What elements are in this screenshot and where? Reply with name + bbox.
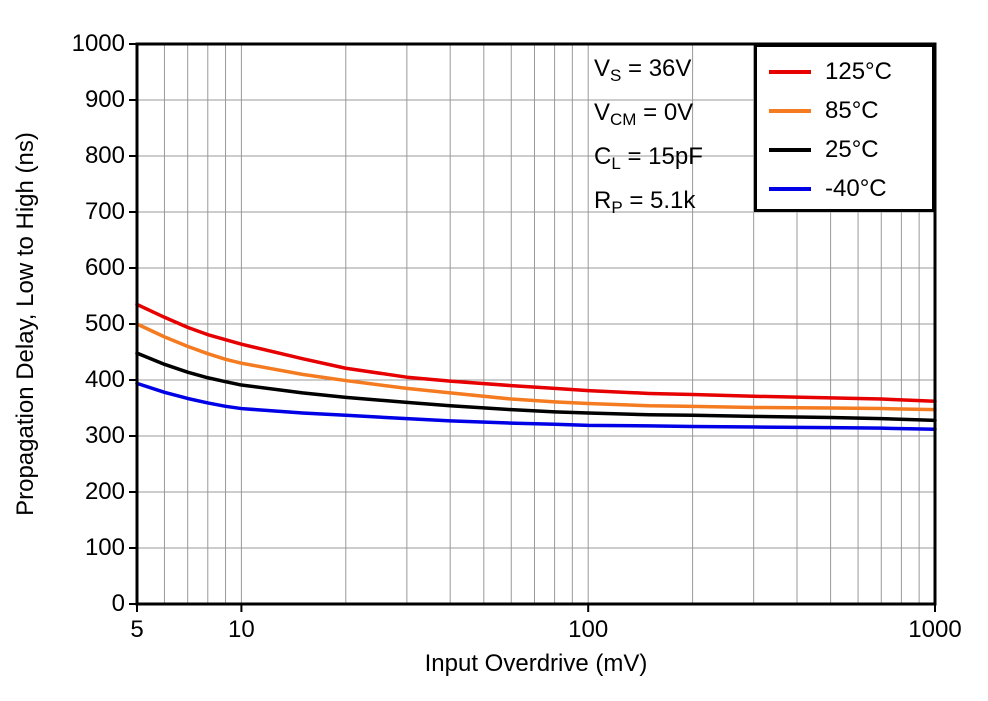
x-axis-label: Input Overdrive (mV): [424, 650, 648, 677]
condition-line: VCM = 0V: [594, 99, 694, 129]
legend-label: 85°C: [825, 96, 879, 124]
y-tick-label: 400: [84, 366, 125, 393]
legend-item: -40°C: [769, 169, 932, 208]
legend-swatch: [769, 186, 811, 191]
condition-line: VS = 36V: [594, 55, 692, 85]
y-tick-label: 500: [84, 310, 125, 337]
legend-item: 85°C: [769, 91, 932, 130]
legend-swatch: [769, 147, 811, 152]
legend-item: 125°C: [769, 52, 932, 91]
legend-label: -40°C: [825, 174, 887, 202]
y-tick-label: 600: [84, 254, 125, 281]
legend-item: 25°C: [769, 130, 932, 169]
legend-label: 125°C: [825, 57, 892, 85]
series-line-25C: [135, 351, 937, 423]
y-tick-label: 1000: [71, 30, 125, 57]
legend-swatch: [769, 108, 811, 113]
y-tick-label: 800: [84, 142, 125, 169]
x-tick-label: 5: [130, 616, 144, 643]
series-line-85C: [135, 322, 937, 412]
y-tick-label: 900: [84, 86, 125, 113]
y-tick-label: 200: [84, 478, 125, 505]
y-tick-label: 100: [84, 534, 125, 561]
y-tick-label: 0: [111, 590, 125, 617]
y-tick-label: 300: [84, 422, 125, 449]
plot-frame: [135, 42, 937, 606]
series-line--40C: [135, 381, 937, 432]
legend-swatch: [769, 69, 811, 74]
legend-label: 25°C: [825, 135, 879, 163]
x-tick-label: 1000: [908, 616, 962, 643]
x-tick-label: 100: [568, 616, 609, 643]
condition-line: RP = 5.1k: [594, 187, 696, 217]
x-tick-label: 10: [228, 616, 255, 643]
conditions-annotation: VS = 36V VCM = 0V CL = 15pF RP = 5.1k: [594, 50, 703, 226]
condition-line: CL = 15pF: [594, 143, 703, 173]
series-line-125C: [135, 302, 937, 404]
legend: 125°C 85°C 25°C -40°C: [754, 44, 935, 212]
y-tick-label: 700: [84, 198, 125, 225]
